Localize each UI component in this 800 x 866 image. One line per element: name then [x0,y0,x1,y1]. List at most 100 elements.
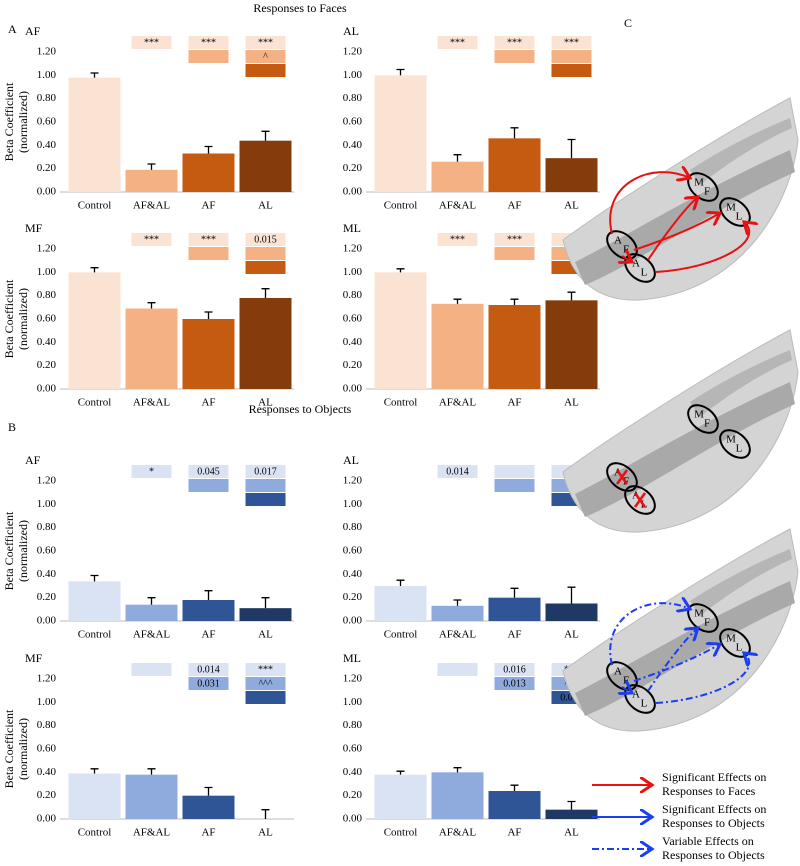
y-tick-label: 1.00 [343,266,363,278]
patch-letter: A [614,666,622,678]
bar [374,75,427,192]
x-tick-label: AF [201,629,215,641]
bar [374,272,427,389]
y-tick-label: 0.20 [343,359,363,371]
y-axis-label: Beta Coefficient [2,279,16,358]
chart-title: AF [25,24,41,38]
x-tick-label: AF [201,200,215,212]
patch-letter: M [726,202,736,214]
x-tick-label: AL [258,827,273,839]
y-tick-label: 0.40 [343,139,363,151]
x-tick-label: Control [384,397,418,409]
bar [239,140,292,192]
face-patch [606,230,638,260]
chart-title: AL [343,24,359,38]
y-tick-label: 0.80 [37,92,57,104]
significance-label: *** [144,37,159,48]
bar [431,605,484,621]
significance-box [494,677,535,690]
x-tick-label: AF [507,200,521,212]
significance-label: 0.013 [503,678,526,689]
error-bar [204,311,213,319]
x-tick-label: AF [507,827,521,839]
y-tick-label: 1.20 [37,673,57,685]
significance-label: *** [201,234,216,245]
error-bar [147,768,156,775]
error-bar [90,574,99,582]
y-axis-label: (normalized) [16,718,30,780]
x-tick-label: Control [78,397,112,409]
x-tick-label: AF&AL [439,200,477,212]
significance-label: 0.016 [503,664,526,675]
x-tick-label: Control [384,200,418,212]
bar [68,581,121,621]
error-bar [147,302,156,309]
significance-label: 0.044 [560,692,583,703]
error-bar [510,127,519,139]
error-bar [90,267,99,273]
y-tick-label: 0.20 [343,162,363,174]
significance-box [494,50,535,63]
significance-box [245,233,286,246]
x-tick-label: AF&AL [439,827,477,839]
y-tick-label: 0.60 [37,313,57,325]
significance-box [245,691,286,704]
significance-label: *** [201,37,216,48]
x-tick-label: AF [507,397,521,409]
x-tick-label: Control [384,629,418,641]
significance-label: 0.017 [254,466,277,477]
y-tick-label: 1.20 [343,243,363,255]
significance-box [188,233,229,246]
significance-label: *** [450,37,465,48]
bar [182,600,235,621]
error-bar [261,809,270,819]
bar [125,774,178,819]
bar [182,795,235,819]
significance-box [551,50,592,63]
patch-letter: F [704,617,710,629]
significance-box [188,479,229,492]
y-axis-label: (normalized) [16,91,30,153]
significance-box [437,233,478,246]
y-tick-label: 1.20 [343,475,363,487]
panel-letter: A [8,22,17,36]
face-patch [624,485,656,515]
significance-box [551,64,592,77]
error-bar [567,586,576,604]
panel-letter: B [8,420,16,434]
y-axis-label: (normalized) [16,520,30,582]
significance-box [494,233,535,246]
x-tick-label: AF&AL [439,629,477,641]
significance-label: *** [564,37,579,48]
x-tick-label: AF&AL [133,629,171,641]
sulcus [690,118,792,185]
significance-label: ^ [263,51,268,62]
lesion-mark [633,492,647,508]
error-bar [453,154,462,162]
y-tick-label: 0.60 [343,743,363,755]
error-bar [147,597,156,605]
y-tick-label: 1.00 [37,266,57,278]
section-heading: Responses to Faces [253,1,347,15]
patch-letter: L [641,267,648,279]
significance-box [131,233,172,246]
significance-box [494,465,535,478]
chart-title: ML [343,221,361,235]
significance-label: 0.015 [254,234,277,245]
sulcus [575,382,795,517]
x-tick-label: AF [201,827,215,839]
y-tick-label: 0.00 [37,615,57,627]
error-bar [510,587,519,598]
y-tick-label: 0.80 [343,719,363,731]
error-bar [204,145,213,154]
patch-letter: M [694,409,704,421]
y-tick-label: 1.20 [37,243,57,255]
patch-letter: M [726,633,736,645]
y-tick-label: 0.40 [37,766,57,778]
significance-box [188,36,229,49]
bar [431,772,484,819]
x-tick-label: AF&AL [133,200,171,212]
